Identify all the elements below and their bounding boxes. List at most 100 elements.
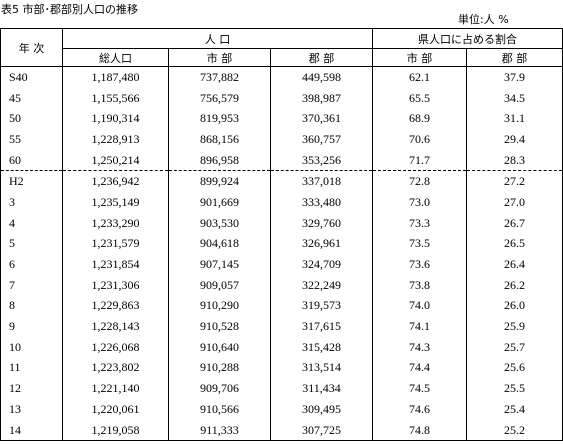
value-cell: 65.5	[372, 87, 468, 109]
value-cell: 73.3	[372, 212, 468, 234]
value-cell: 1,155,566	[62, 87, 169, 109]
table-row: 12 1,221,140 909,706 311,434 74.5 25.5	[0, 378, 563, 399]
value-cell: 1,236,942	[62, 170, 169, 193]
value-cell: 73.0	[372, 192, 468, 213]
value-cell: 1,220,061	[62, 399, 169, 420]
value-cell: 31.1	[466, 108, 563, 130]
value-cell: 37.9	[466, 66, 563, 88]
value-cell: 1,231,306	[62, 274, 169, 296]
year-cell: 5	[0, 233, 63, 255]
value-cell: 899,924	[168, 170, 271, 193]
value-cell: 70.6	[372, 129, 468, 150]
value-cell: 74.8	[372, 419, 468, 442]
value-cell: 1,228,143	[62, 316, 169, 337]
year-cell: S40	[0, 66, 63, 88]
value-cell: 62.1	[372, 66, 468, 88]
year-cell: 13	[0, 399, 63, 420]
header-cell: 市 部	[372, 48, 468, 67]
header-cell: 市 部	[168, 48, 271, 67]
table-row: 13 1,220,061 910,566 309,495 74.6 25.4	[0, 399, 563, 420]
year-cell: 12	[0, 378, 63, 399]
year-cell: 50	[0, 108, 63, 130]
value-cell: 737,882	[168, 66, 271, 88]
table-row: 14 1,219,058 911,333 307,725 74.8 25.2	[0, 419, 563, 442]
value-cell: 1,250,214	[62, 149, 169, 171]
value-cell: 909,706	[168, 378, 271, 399]
value-cell: 74.4	[372, 357, 468, 379]
value-cell: 25.4	[466, 399, 563, 420]
unit: 単位:人 %	[458, 13, 509, 26]
table: 年 次 人 口 県人口に占める割合 総人口 市 部 郡 部 市 部 郡 部 S4…	[0, 28, 563, 442]
table-row: H2 1,236,942 899,924 337,018 72.8 27.2	[0, 170, 563, 193]
value-cell: 1,233,290	[62, 212, 169, 234]
year-cell: 55	[0, 129, 63, 150]
table-row: 4 1,233,290 903,530 329,760 73.3 26.7	[0, 212, 563, 234]
value-cell: 74.3	[372, 336, 468, 358]
value-cell: 73.5	[372, 233, 468, 255]
year-cell: 60	[0, 149, 63, 171]
value-cell: 1,235,149	[62, 192, 169, 213]
value-cell: 909,057	[168, 274, 271, 296]
value-cell: 73.6	[372, 254, 468, 275]
header-cell: 郡 部	[269, 48, 374, 67]
value-cell: 333,480	[269, 192, 374, 213]
value-cell: 910,528	[168, 316, 271, 337]
value-cell: 72.8	[372, 170, 468, 193]
value-cell: 1,231,854	[62, 254, 169, 275]
table-row: 55 1,228,913 868,156 360,757 70.6 29.4	[0, 129, 563, 150]
year-cell: 11	[0, 357, 63, 379]
value-cell: 896,958	[168, 149, 271, 171]
value-cell: 907,145	[168, 254, 271, 275]
value-cell: 319,573	[269, 295, 374, 317]
value-cell: 353,256	[269, 149, 374, 171]
value-cell: 26.0	[466, 295, 563, 317]
value-cell: 911,333	[168, 419, 271, 442]
value-cell: 360,757	[269, 129, 374, 150]
value-cell: 337,018	[269, 170, 374, 193]
year-cell: 10	[0, 336, 63, 358]
value-cell: 25.6	[466, 357, 563, 379]
value-cell: 28.3	[466, 149, 563, 171]
header-cell: 年 次	[0, 28, 63, 67]
value-cell: 901,669	[168, 192, 271, 213]
header-cell: 総人口	[62, 48, 169, 67]
value-cell: 1,219,058	[62, 419, 169, 442]
value-cell: 313,514	[269, 357, 374, 379]
value-cell: 26.4	[466, 254, 563, 275]
table-row: 5 1,231,579 904,618 326,961 73.5 26.5	[0, 233, 563, 255]
table-body: S40 1,187,480 737,882 449,598 62.1 37.9 45 1,15…	[0, 66, 563, 442]
value-cell: 74.6	[372, 399, 468, 420]
value-cell: 868,156	[168, 129, 271, 150]
value-cell: 25.5	[466, 378, 563, 399]
value-cell: 329,760	[269, 212, 374, 234]
value-cell: 910,640	[168, 336, 271, 358]
value-cell: 398,987	[269, 87, 374, 109]
value-cell: 307,725	[269, 419, 374, 442]
value-cell: 1,228,913	[62, 129, 169, 150]
header-cell: 郡 部	[466, 48, 563, 67]
value-cell: 370,361	[269, 108, 374, 130]
table-row: 11 1,223,802 910,288 313,514 74.4 25.6	[0, 357, 563, 379]
value-cell: 910,566	[168, 399, 271, 420]
value-cell: 1,187,480	[62, 66, 169, 88]
value-cell: 449,598	[269, 66, 374, 88]
value-cell: 309,495	[269, 399, 374, 420]
year-cell: 7	[0, 274, 63, 296]
table-row: 45 1,155,566 756,579 398,987 65.5 34.5	[0, 87, 563, 109]
value-cell: 1,226,068	[62, 336, 169, 358]
value-cell: 26.7	[466, 212, 563, 234]
value-cell: 27.2	[466, 170, 563, 193]
table-row: 3 1,235,149 901,669 333,480 73.0 27.0	[0, 192, 563, 213]
year-cell: 9	[0, 316, 63, 337]
value-cell: 315,428	[269, 336, 374, 358]
value-cell: 1,190,314	[62, 108, 169, 130]
value-cell: 68.9	[372, 108, 468, 130]
year-cell: H2	[0, 170, 63, 193]
table-row: 60 1,250,214 896,958 353,256 71.7 28.3	[0, 149, 563, 171]
value-cell: 73.8	[372, 274, 468, 296]
value-cell: 25.2	[466, 419, 563, 442]
table-row: 8 1,229,863 910,290 319,573 74.0 26.0	[0, 295, 563, 317]
table-row: S40 1,187,480 737,882 449,598 62.1 37.9	[0, 66, 563, 88]
header-cell: 県人口に占める割合	[372, 28, 563, 49]
table-row: 50 1,190,314 819,953 370,361 68.9 31.1	[0, 108, 563, 130]
